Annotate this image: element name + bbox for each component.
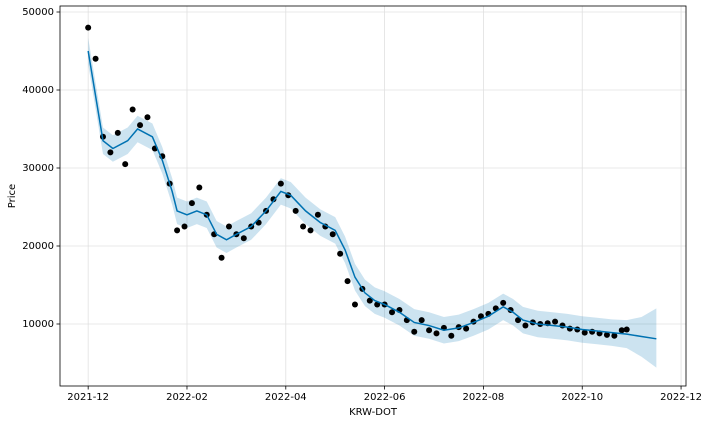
- x-tick-label: 2022-06: [364, 392, 406, 403]
- y-tick-label: 50000: [22, 7, 54, 18]
- observed-point: [307, 227, 314, 234]
- observed-point: [477, 313, 484, 320]
- observed-point: [552, 318, 559, 325]
- x-tick-label: 2022-12: [660, 392, 702, 403]
- plot-frame: [59, 5, 687, 387]
- observed-point: [129, 106, 136, 113]
- x-axis-label: KRW-DOT: [349, 407, 398, 418]
- observed-point: [277, 180, 284, 187]
- observed-point: [611, 332, 618, 339]
- observed-point: [181, 223, 188, 230]
- y-tick-label: 40000: [22, 85, 54, 96]
- observed-point: [240, 235, 247, 242]
- x-tick-label: 2022-02: [166, 392, 208, 403]
- observed-point: [122, 161, 129, 168]
- observed-point: [107, 149, 114, 156]
- y-tick-label: 20000: [22, 241, 54, 252]
- observed-point: [463, 325, 470, 332]
- observed-point: [623, 326, 630, 333]
- observed-point: [225, 223, 232, 230]
- x-tick-label: 2022-10: [561, 392, 603, 403]
- observed-point: [92, 55, 99, 62]
- observed-point: [389, 309, 396, 316]
- x-tick-label: 2021-12: [67, 392, 109, 403]
- observed-point: [351, 301, 358, 308]
- observed-point: [114, 129, 121, 136]
- observed-point: [344, 278, 351, 285]
- observed-point: [174, 227, 181, 234]
- observed-point: [559, 322, 566, 329]
- observed-point: [448, 332, 455, 339]
- observed-point: [218, 254, 225, 261]
- forecast-line: [87, 50, 657, 340]
- observed-point: [196, 184, 203, 191]
- y-axis-label: Price: [7, 184, 18, 208]
- observed-point: [300, 223, 307, 230]
- observed-point: [337, 250, 344, 257]
- observed-point: [515, 317, 522, 324]
- observed-point: [329, 231, 336, 238]
- observed-point: [411, 328, 418, 335]
- observed-point: [418, 317, 425, 324]
- observed-point: [85, 24, 92, 31]
- observed-point: [314, 211, 321, 218]
- x-tick-label: 2022-04: [265, 392, 307, 403]
- observed-point: [433, 330, 440, 337]
- observed-point: [144, 114, 151, 121]
- observed-point: [500, 299, 507, 306]
- observed-point: [137, 122, 144, 129]
- observed-point: [188, 200, 195, 207]
- observed-point: [292, 207, 299, 214]
- observed-point: [374, 301, 381, 308]
- observed-point: [366, 297, 373, 304]
- observed-point: [581, 329, 588, 336]
- observed-point: [618, 327, 625, 334]
- y-tick-label: 10000: [22, 319, 54, 330]
- observed-point: [522, 322, 529, 329]
- y-tick-label: 30000: [22, 163, 54, 174]
- observed-point: [603, 331, 610, 338]
- uncertainty-band: [88, 37, 657, 368]
- observed-point: [270, 196, 277, 203]
- x-tick-label: 2022-08: [463, 392, 505, 403]
- observed-point: [426, 327, 433, 334]
